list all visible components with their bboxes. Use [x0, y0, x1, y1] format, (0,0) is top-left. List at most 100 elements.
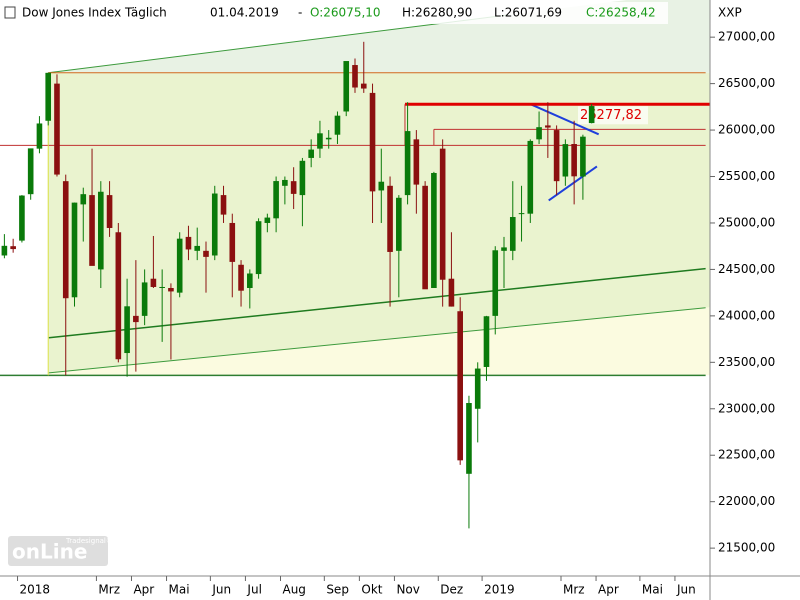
logo-brand: Tradesignal® — [65, 537, 113, 545]
x-tick-label: Apr — [598, 583, 619, 597]
separator: - — [298, 6, 302, 20]
x-tick-label: Mrz — [563, 583, 585, 597]
x-tick-label: Mrz — [98, 583, 120, 597]
candle-body — [413, 139, 420, 185]
x-tick-label: Mai — [642, 583, 663, 597]
candle-body — [431, 172, 437, 288]
candle-body — [299, 160, 306, 196]
candle-body — [247, 273, 253, 288]
candle-body — [457, 311, 463, 461]
candle-body — [282, 179, 288, 186]
candle-body — [27, 148, 34, 195]
candle-body — [229, 222, 236, 262]
candle-body — [422, 185, 428, 290]
candle-body — [352, 65, 358, 88]
logo: onLine — [12, 540, 87, 564]
candle-body — [176, 238, 183, 293]
candle-body — [396, 197, 402, 251]
candle-body — [194, 245, 201, 251]
candle-body — [264, 217, 271, 223]
trend-line — [48, 267, 706, 339]
candle-body — [10, 246, 16, 250]
x-tick-label: Sep — [326, 583, 349, 597]
candle-body — [536, 127, 542, 140]
level-label-bg — [578, 106, 648, 125]
candle-body — [115, 232, 122, 360]
y-tick-label: 27000,00 — [718, 30, 775, 44]
level-label: 26277,82 — [580, 108, 642, 123]
y-tick-label: 23000,00 — [718, 401, 775, 415]
header-bg — [0, 2, 668, 24]
candle-body — [387, 185, 393, 252]
candle-body — [501, 247, 507, 251]
candle-body — [527, 140, 534, 214]
ohlc-text: C:26258,42 — [586, 6, 656, 20]
trend-line — [530, 103, 600, 136]
candle-body — [492, 250, 499, 316]
candle-body — [211, 193, 218, 256]
candle-body — [369, 92, 376, 192]
candle-body — [448, 278, 455, 307]
candle-body — [317, 133, 323, 149]
candle-body — [36, 123, 43, 149]
candle-body — [404, 131, 411, 196]
candle-body — [518, 213, 525, 215]
ohlc-text: H:26280,90 — [402, 6, 472, 20]
candle-body — [290, 181, 297, 194]
channel-fill-mid — [48, 72, 710, 373]
candle-body — [273, 181, 279, 219]
candle-body — [580, 136, 586, 177]
candle-body — [54, 83, 60, 175]
candle-body — [343, 61, 350, 112]
x-tick-label: Apr — [133, 583, 154, 597]
candle-body — [238, 264, 244, 291]
candle-body — [571, 144, 577, 177]
candle-body — [124, 306, 130, 354]
candle-body — [150, 278, 157, 287]
trend-line — [48, 307, 706, 374]
candle-body — [203, 250, 209, 257]
x-tick-label: Aug — [282, 583, 305, 597]
x-tick-label: Okt — [361, 583, 382, 597]
checkbox-icon — [4, 6, 16, 19]
date: 01.04.2019 — [210, 6, 279, 20]
candle-body — [360, 83, 367, 89]
y-tick-label: 21500,00 — [718, 541, 775, 555]
candle-body — [509, 217, 516, 251]
x-tick-label: 2018 — [20, 583, 51, 597]
candle-body — [19, 195, 25, 241]
candle-body — [133, 315, 139, 323]
y-tick-label: 23500,00 — [718, 355, 775, 369]
ohlc-text: L:26071,69 — [494, 6, 562, 20]
candle-body — [588, 106, 595, 124]
y-tick-label: 26500,00 — [718, 76, 775, 90]
candle-body — [97, 191, 104, 270]
candle-body — [185, 236, 192, 250]
x-tick-label: Jul — [246, 583, 261, 597]
candle-body — [45, 72, 52, 121]
candle-body — [1, 245, 8, 256]
candle-body — [334, 115, 341, 135]
candle-body — [466, 403, 472, 474]
candle-body — [255, 221, 262, 275]
x-tick-label: Mai — [169, 583, 190, 597]
x-tick-label: Dez — [440, 583, 463, 597]
plot-area: 26277,82 — [0, 0, 711, 529]
x-tick-label: Jun — [211, 583, 231, 597]
candle-body — [483, 316, 490, 367]
candle-body — [168, 288, 174, 292]
y-tick-label: 25500,00 — [718, 169, 775, 183]
candle-body — [80, 194, 87, 205]
candle-body — [562, 144, 569, 177]
candle-body — [325, 137, 332, 140]
x-tick-label: Jun — [676, 583, 696, 597]
y-tick-label: 22000,00 — [718, 494, 775, 508]
y-tick-label: 24500,00 — [718, 262, 775, 276]
candle-body — [308, 149, 314, 158]
candle-body — [159, 286, 165, 288]
ohlc-text: O:26075,10 — [310, 6, 381, 20]
candle-body — [106, 195, 113, 228]
candle-body — [141, 282, 148, 316]
